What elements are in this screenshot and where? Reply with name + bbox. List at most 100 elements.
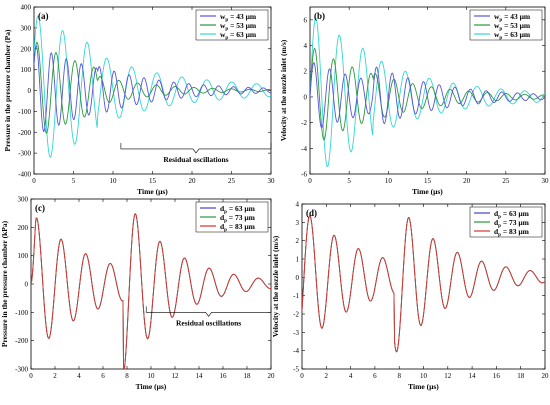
- y-axis-label: Velocity at the nozzle inlet (m/s): [271, 235, 280, 337]
- x-tick-label: 18: [517, 372, 525, 380]
- x-tick-label: 6: [373, 372, 377, 380]
- legend-value: = 83 µm: [227, 222, 256, 231]
- series-line-1: [34, 44, 271, 133]
- legend-subscript: p: [224, 228, 227, 233]
- legend-entry: dp = 63 µm: [220, 204, 256, 215]
- legend-value: = 83 µm: [501, 227, 530, 236]
- x-tick-label: 0: [300, 372, 304, 380]
- y-tick-label: -5: [293, 366, 299, 374]
- panel-label: (c): [35, 203, 45, 213]
- y-tick-label: 400: [21, 4, 32, 12]
- x-tick-label: 30: [542, 177, 550, 185]
- x-tick-label: 2: [53, 372, 57, 380]
- x-tick-label: 12: [172, 372, 180, 380]
- x-axis-label: Time (µs): [408, 382, 439, 391]
- y-tick-label: 100: [18, 252, 29, 260]
- y-axis-label: Pressure in the pressure chamber (kPa): [0, 220, 9, 347]
- x-tick-label: 30: [268, 177, 276, 185]
- bracket-line: [145, 306, 272, 317]
- x-tick-label: 25: [502, 177, 510, 185]
- y-tick-label: -1: [293, 292, 299, 300]
- y-tick-label: 4: [296, 201, 300, 209]
- y-tick-label: 300: [21, 24, 32, 32]
- y-tick-label: 100: [21, 66, 32, 74]
- legend-subscript: p: [224, 219, 227, 224]
- x-tick-label: 20: [463, 177, 471, 185]
- x-tick-label: 5: [347, 177, 351, 185]
- y-tick-label: -100: [18, 108, 31, 116]
- x-tick-label: 4: [349, 372, 353, 380]
- x-tick-label: 6: [101, 372, 105, 380]
- y-tick-label: 0: [28, 87, 32, 95]
- x-axis-label: Time (µs): [137, 187, 168, 196]
- legend-symbol: w: [494, 30, 500, 39]
- legend-entry: dp = 73 µm: [220, 213, 256, 224]
- series-line-1: [310, 61, 545, 129]
- y-tick-label: 0: [304, 93, 308, 101]
- legend-symbol: w: [220, 30, 226, 39]
- legend-subscript: p: [225, 18, 228, 23]
- x-tick-label: 8: [125, 372, 129, 380]
- bracket-line: [120, 142, 272, 154]
- legend-value: = 63 µm: [501, 209, 530, 218]
- legend-subscript: p: [224, 210, 227, 215]
- y-tick-label: -300: [18, 150, 31, 158]
- y-tick-label: -200: [15, 337, 28, 345]
- y-tick-label: -300: [15, 366, 28, 374]
- legend-symbol: w: [494, 21, 500, 30]
- x-tick-label: 12: [444, 372, 452, 380]
- panel-a: 0 5 10 15 20 25 30 -400 -300 -200 -100 0 100 200 300 40…: [3, 4, 275, 197]
- legend-entry: wp = 43 µm: [494, 12, 531, 23]
- legend-value: = 53 µm: [228, 21, 257, 30]
- legend-entry: wp = 63 µm: [220, 30, 257, 41]
- y-tick-label: 0: [25, 281, 29, 289]
- legend-subscript: p: [498, 224, 501, 229]
- legend-entry: dp = 83 µm: [220, 222, 256, 233]
- series-line-2: [34, 41, 271, 134]
- legend-value: = 63 µm: [227, 204, 256, 213]
- y-tick-label: 2: [296, 237, 300, 245]
- legend-symbol: w: [494, 12, 500, 21]
- legend-subscript: p: [499, 27, 502, 32]
- x-tick-label: 20: [268, 372, 276, 380]
- x-tick-label: 14: [469, 372, 477, 380]
- x-tick-label: 20: [542, 372, 550, 380]
- legend-subscript: p: [498, 233, 501, 238]
- series-line-3: [34, 15, 271, 159]
- x-tick-label: 0: [32, 177, 36, 185]
- y-tick-label: 200: [21, 45, 32, 53]
- x-tick-label: 16: [220, 372, 228, 380]
- y-tick-label: 6: [304, 16, 308, 24]
- legend-subscript: p: [225, 36, 228, 41]
- legend-symbol: d: [220, 222, 225, 231]
- legend-entry: dp = 73 µm: [494, 218, 530, 229]
- y-tick-label: -2: [293, 311, 299, 319]
- panel-label: (b): [314, 11, 325, 21]
- y-axis-label: Pressure in the pressure chamber (Pa): [3, 29, 12, 152]
- x-tick-label: 14: [196, 372, 204, 380]
- y-tick-label: 200: [18, 224, 29, 232]
- legend-entry: wp = 53 µm: [494, 21, 531, 32]
- panel-label: (d): [306, 208, 317, 218]
- legend-subscript: p: [498, 215, 501, 220]
- legend-entry: wp = 53 µm: [220, 21, 257, 32]
- y-tick-label: 2: [304, 68, 308, 76]
- y-tick-label: -6: [301, 171, 307, 179]
- x-axis-label: Time (µs): [412, 187, 443, 196]
- legend-value: = 73 µm: [227, 213, 256, 222]
- x-axis-label: Time (µs): [136, 382, 167, 391]
- y-tick-label: -2: [301, 119, 307, 127]
- panel-label: (a): [38, 11, 49, 21]
- y-tick-label: -100: [15, 309, 28, 317]
- y-tick-label: 0: [296, 274, 300, 282]
- x-tick-label: 15: [424, 177, 432, 185]
- x-tick-label: 4: [77, 372, 81, 380]
- y-tick-label: -200: [18, 129, 31, 137]
- x-tick-label: 10: [110, 177, 118, 185]
- y-tick-label: 300: [18, 196, 29, 204]
